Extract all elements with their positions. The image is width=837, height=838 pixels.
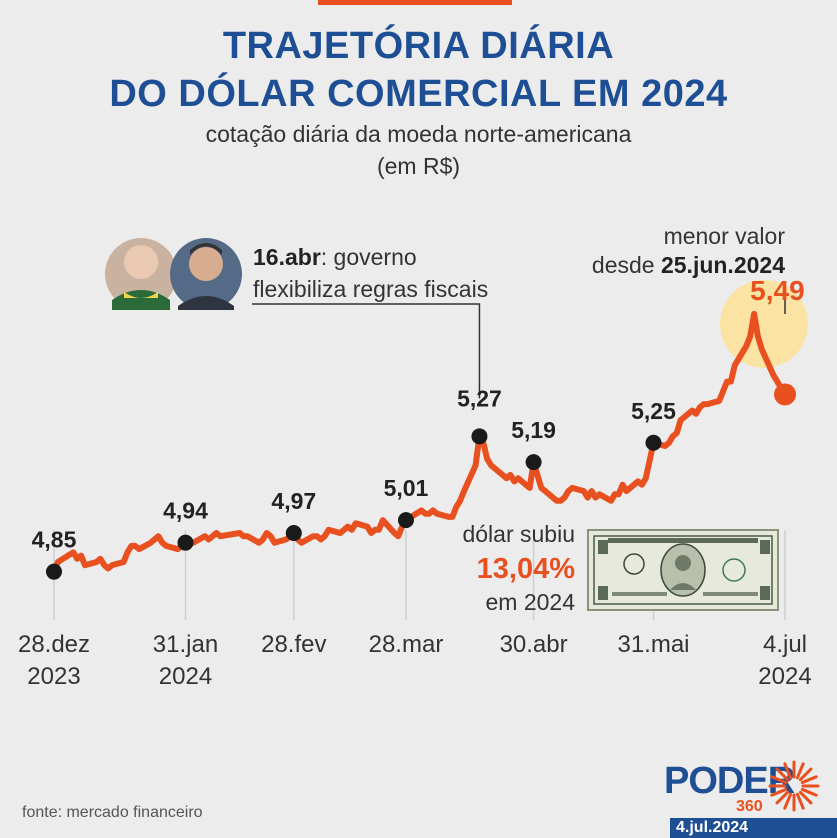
point-label-3: 5,01 xyxy=(384,475,429,501)
chart-canvas: 4,854,94 4,97 5,015,275,195,255,49 28.dez2… xyxy=(18,223,812,690)
dollar-bill-icon xyxy=(587,529,779,611)
annotation-connectors xyxy=(252,290,786,399)
policy-annotation: 16.abr: governo xyxy=(253,244,417,270)
ray-13 xyxy=(795,762,805,780)
title-line-2: DO DÓLAR COMERCIAL EM 2024 xyxy=(109,73,728,115)
point-6 xyxy=(645,434,662,451)
x-axis-ticks: 28.dez 2023 31.jan 2024 28.fev 28.mar 30.abr 31… xyxy=(18,631,812,690)
subtitle-line-1: cotação diária da moeda norte-americana xyxy=(205,121,632,147)
ray-10 xyxy=(775,767,790,782)
point-label-0: 4,85 xyxy=(32,527,77,553)
x-tick-4: 30.abr xyxy=(500,631,568,658)
point-2 xyxy=(285,525,302,541)
ray-7 xyxy=(770,787,788,797)
point-label-max: 5,49 xyxy=(750,275,805,306)
chart-title: TRAJETÓRIA DIÁRIA DO DÓLAR COMERCIAL EM … xyxy=(0,22,837,118)
source-note: fonte: mercado financeiro xyxy=(22,804,203,821)
x-tick-year-1: 2024 xyxy=(159,663,212,690)
x-tick-3: 28.mar xyxy=(369,631,444,658)
policy-connector xyxy=(252,303,481,399)
rise-line-1: dólar subiu xyxy=(462,521,575,547)
title-line-1: TRAJETÓRIA DIÁRIA xyxy=(222,25,615,67)
point-label-2: 4,97 xyxy=(271,488,316,514)
x-tick-2: 28.fev xyxy=(261,631,326,658)
x-tick-year-0: 2023 xyxy=(27,663,80,690)
x-tick-year-6: 2024 xyxy=(758,663,811,690)
haddad-avatar xyxy=(170,238,242,310)
ray-1 xyxy=(800,787,818,797)
ray-11 xyxy=(783,762,793,780)
sun-rays-icon xyxy=(768,760,820,812)
brand-sub: 360 xyxy=(736,798,763,815)
policy-text-1: : governo xyxy=(321,244,417,270)
poder360-logo: PODER 360 xyxy=(664,758,824,838)
ray-14 xyxy=(798,767,813,782)
low-prefix: desde xyxy=(592,252,661,278)
subtitle-line-2: (em R$) xyxy=(376,153,461,179)
low-annotation-line-2: desde 25.jun.2024 xyxy=(592,252,785,278)
policy-date: 16.abr xyxy=(253,244,321,270)
x-tick-5: 31.mai xyxy=(617,631,689,658)
x-tick-0: 28.dez xyxy=(18,631,90,658)
point-4 xyxy=(471,428,488,445)
point-label-5: 5,19 xyxy=(511,417,556,443)
point-last xyxy=(774,383,796,406)
point-5 xyxy=(525,454,542,471)
point-0 xyxy=(46,563,62,580)
ray-6 xyxy=(775,790,790,805)
x-tick-1: 31.jan xyxy=(153,631,218,658)
lula-avatar xyxy=(105,238,177,310)
chart-subtitle: cotação diária da moeda norte-americana … xyxy=(0,118,837,182)
point-1 xyxy=(177,534,194,551)
policy-text-2: flexibiliza regras fiscais xyxy=(253,276,488,302)
publish-date: 4.jul.2024 xyxy=(670,818,837,838)
labeled-points: 4,85 4,94 4,97 5,01 5,27 5,19 5,25 5,49 xyxy=(32,275,805,580)
point-label-4: 5,27 xyxy=(457,385,502,411)
x-tick-6: 4.jul xyxy=(763,631,807,658)
ray-2 xyxy=(798,790,813,805)
max-highlight-circle xyxy=(720,279,809,368)
low-date: 25.jun.2024 xyxy=(661,252,785,278)
ray-15 xyxy=(800,775,818,785)
low-annotation-line-1: menor valor xyxy=(664,223,786,249)
rise-percent: 13,04% xyxy=(477,553,576,585)
ray-3 xyxy=(795,792,805,810)
point-3 xyxy=(397,512,414,529)
point-label-6: 5,25 xyxy=(631,398,676,424)
rise-line-2: em 2024 xyxy=(485,589,575,615)
ray-5 xyxy=(783,792,793,810)
ray-9 xyxy=(770,775,788,785)
top-accent-bar xyxy=(318,0,512,5)
point-label-1: 4,94 xyxy=(163,498,208,524)
